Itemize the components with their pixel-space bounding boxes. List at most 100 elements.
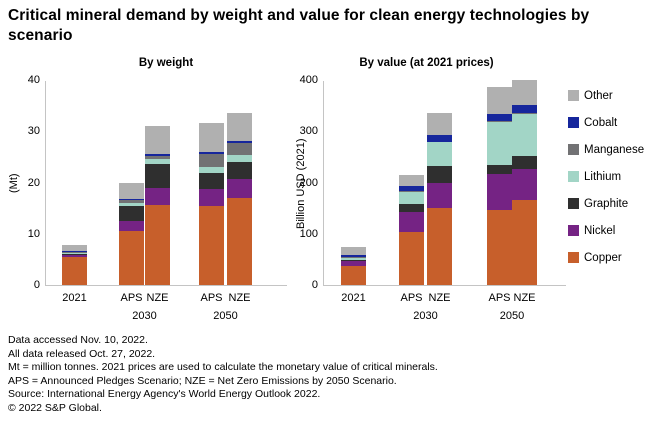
bar-segment-graphite xyxy=(341,259,366,261)
bar-segment-manganese xyxy=(119,200,144,203)
footnote-line: Mt = million tonnes. 2021 prices are use… xyxy=(8,361,438,373)
bar-segment-graphite xyxy=(119,206,144,221)
bar-segment-copper xyxy=(227,197,252,285)
legend-swatch-copper xyxy=(568,252,579,263)
y-tick-label: 40 xyxy=(27,74,40,86)
by-weight-plot: 0 10 20 30 40 2021 APS NZE APS NZE 2030 2050 xyxy=(28,74,287,322)
bar-segment-other xyxy=(227,112,252,141)
y-tick-label: 400 xyxy=(299,74,318,86)
legend-item-other: Other xyxy=(568,82,658,109)
y-tick-label: 100 xyxy=(299,227,318,240)
legend-label: Cobalt xyxy=(584,116,618,129)
bar-segment-cobalt xyxy=(199,151,224,154)
legend-item-nickel: Nickel xyxy=(568,217,658,244)
x-tick-label: APS xyxy=(400,292,423,304)
bar-segment-nickel xyxy=(512,169,537,200)
y-tick-label: 20 xyxy=(27,176,40,189)
footnote-line: APS = Announced Pledges Scenario; NZE = … xyxy=(8,374,397,387)
bar-segment-copper xyxy=(145,204,170,285)
bar-segment-other xyxy=(512,79,537,105)
bar-segment-other xyxy=(199,122,224,152)
legend-swatch-lithium xyxy=(568,171,579,182)
bar-segment-cobalt xyxy=(399,186,424,192)
bar-segment-graphite xyxy=(427,165,452,184)
by-value-plot: 0 100 200 300 400 2021 APS NZE APS NZE 2030 2050 xyxy=(300,74,566,322)
legend-item-graphite: Graphite xyxy=(568,190,658,217)
bar-segment-cobalt xyxy=(227,140,252,143)
bar-segment-copper xyxy=(341,266,366,285)
legend-item-copper: Copper xyxy=(568,244,658,271)
stacked-bar-2021 xyxy=(341,246,366,285)
bar-segment-cobalt xyxy=(512,104,537,113)
bar-segment-other xyxy=(62,244,87,252)
bar-segment-copper xyxy=(119,231,144,285)
bar-segment-manganese xyxy=(399,191,424,192)
stacked-bar-aps-2030 xyxy=(119,182,144,285)
bar-segment-graphite xyxy=(512,156,537,170)
bar-segment-lithium xyxy=(487,121,512,166)
bar-segment-other xyxy=(487,87,512,115)
bar-segment-nickel xyxy=(341,260,366,267)
legend-swatch-graphite xyxy=(568,198,579,209)
legend-swatch-other xyxy=(568,90,579,101)
footnote-line: Source: International Energy Agency's Wo… xyxy=(8,388,321,400)
legend-item-manganese: Manganese xyxy=(568,136,658,163)
bar-segment-lithium xyxy=(227,155,252,162)
legend-label: Copper xyxy=(584,251,622,264)
x-tick-label: NZE xyxy=(428,292,451,304)
bar-segment-copper xyxy=(512,199,537,285)
legend-label: Nickel xyxy=(584,224,616,237)
y-tick-label: 30 xyxy=(27,125,40,138)
bar-segment-nickel xyxy=(399,211,424,232)
bar-segment-nickel xyxy=(62,255,87,258)
x-tick-label: APS xyxy=(120,292,143,304)
bar-segment-graphite xyxy=(145,164,170,189)
bar-segment-manganese xyxy=(199,153,224,168)
bar-segment-lithium xyxy=(199,167,224,173)
by-value-subtitle: By value (at 2021 prices) xyxy=(359,57,494,69)
x-tick-label: 2021 xyxy=(341,292,366,304)
footnote-line: © 2022 S&P Global. xyxy=(8,401,102,414)
stacked-bar-nze-2030 xyxy=(427,112,452,285)
bar-segment-nickel xyxy=(199,188,224,206)
bar-segment-manganese xyxy=(427,141,452,143)
by-weight-subtitle: By weight xyxy=(138,57,194,69)
x-tick-label: APS xyxy=(488,292,511,304)
bar-segment-manganese xyxy=(512,112,537,114)
footnote-line: Data accessed Nov. 10, 2022. xyxy=(8,334,148,346)
stacked-bar-aps-2050 xyxy=(199,122,224,285)
y-tick-label: 200 xyxy=(299,176,318,189)
x-tick-label: NZE xyxy=(228,292,251,304)
bar-segment-cobalt xyxy=(487,114,512,121)
bar-segment-manganese xyxy=(145,156,170,159)
bar-segment-lithium xyxy=(512,113,537,157)
bar-segment-lithium xyxy=(399,191,424,204)
bar-segment-cobalt xyxy=(62,251,87,253)
bar-segment-manganese xyxy=(341,257,366,258)
chart-legend: Other Cobalt Manganese Lithium Graphite Nicke… xyxy=(568,82,658,271)
bar-segment-lithium xyxy=(341,257,366,260)
legend-item-lithium: Lithium xyxy=(568,163,658,190)
legend-swatch-nickel xyxy=(568,225,579,236)
bar-segment-graphite xyxy=(62,253,87,256)
stacked-bar-aps-2030 xyxy=(399,174,424,285)
stacked-bar-nze-2030 xyxy=(145,126,170,285)
x-group-label: 2030 xyxy=(132,310,157,322)
x-tick-label: APS xyxy=(200,292,223,304)
x-tick-label: 2021 xyxy=(62,292,87,304)
legend-label: Graphite xyxy=(584,197,629,210)
page-title: Critical mineral demand by weight and va… xyxy=(8,7,590,44)
y-tick-label: 0 xyxy=(311,279,318,291)
bar-segment-nickel xyxy=(227,178,252,198)
bar-segment-nickel xyxy=(427,183,452,209)
y-tick-label: 0 xyxy=(33,279,40,291)
bar-segment-nickel xyxy=(145,188,170,205)
footnotes: Data accessed Nov. 10, 2022. All data re… xyxy=(8,334,656,415)
y-tick-label: 300 xyxy=(299,125,318,138)
bar-segment-graphite xyxy=(199,172,224,189)
bar-segment-other xyxy=(399,174,424,187)
bar-segment-manganese xyxy=(487,120,512,122)
bar-segment-lithium xyxy=(119,202,144,207)
stacked-bar-aps-2050 xyxy=(487,87,512,285)
